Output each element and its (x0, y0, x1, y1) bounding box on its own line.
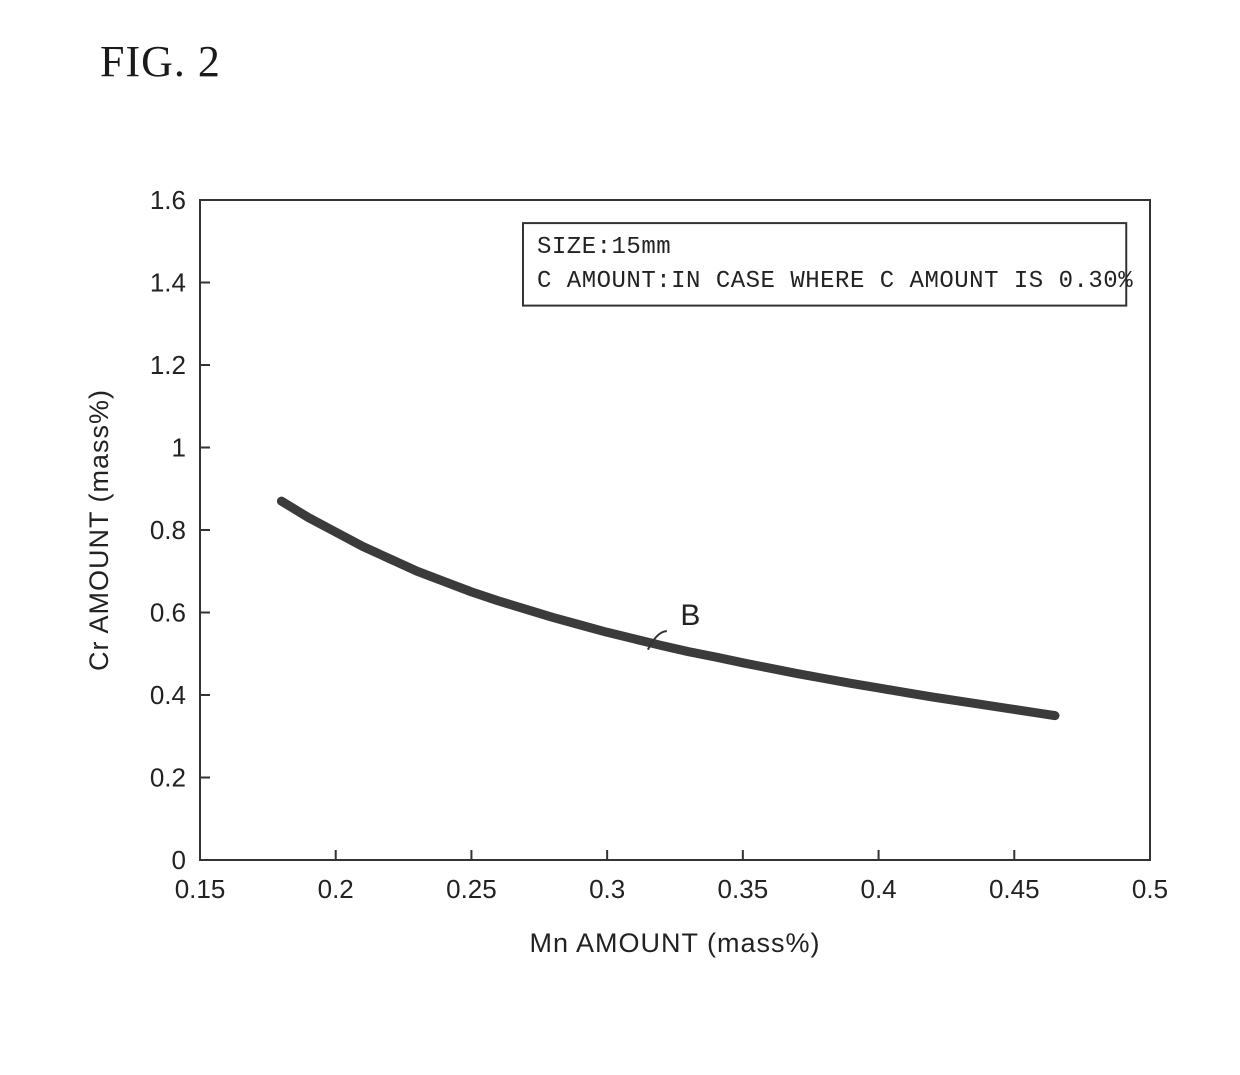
chart-container: 0.15 0.2 0.25 0.3 0.35 0.4 0.45 0.5 0 0.2 0.4 0.6 0.… (60, 170, 1190, 990)
x-tick-label: 0.15 (175, 874, 226, 904)
y-tick-label: 1.4 (150, 268, 186, 298)
y-axis-label: Cr AMOUNT (mass%) (84, 389, 114, 671)
y-tick-label: 0 (172, 845, 186, 875)
y-tick-label: 1.2 (150, 350, 186, 380)
x-tick-label: 0.2 (318, 874, 354, 904)
legend-line: C AMOUNT:IN CASE WHERE C AMOUNT IS 0.30% (537, 268, 1133, 295)
y-tick-label: 0.4 (150, 680, 186, 710)
x-tick-label: 0.35 (718, 874, 769, 904)
x-tick-label: 0.5 (1132, 874, 1168, 904)
y-tick-label: 0.2 (150, 763, 186, 793)
y-tick-label: 1.6 (150, 185, 186, 215)
x-axis-label: Mn AMOUNT (mass%) (529, 928, 820, 958)
y-tick-label: 0.6 (150, 598, 186, 628)
legend-line: SIZE:15mm (537, 234, 671, 261)
chart-svg: 0.15 0.2 0.25 0.3 0.35 0.4 0.45 0.5 0 0.2 0.4 0.6 0.… (60, 170, 1190, 990)
y-tick-label: 0.8 (150, 515, 186, 545)
x-tick-label: 0.3 (589, 874, 625, 904)
x-tick-label: 0.4 (860, 874, 896, 904)
x-tick-label: 0.45 (989, 874, 1040, 904)
figure-title: FIG. 2 (100, 36, 221, 87)
y-tick-label: 1 (172, 433, 186, 463)
series-label-B: B (680, 599, 700, 632)
x-tick-label: 0.25 (446, 874, 497, 904)
